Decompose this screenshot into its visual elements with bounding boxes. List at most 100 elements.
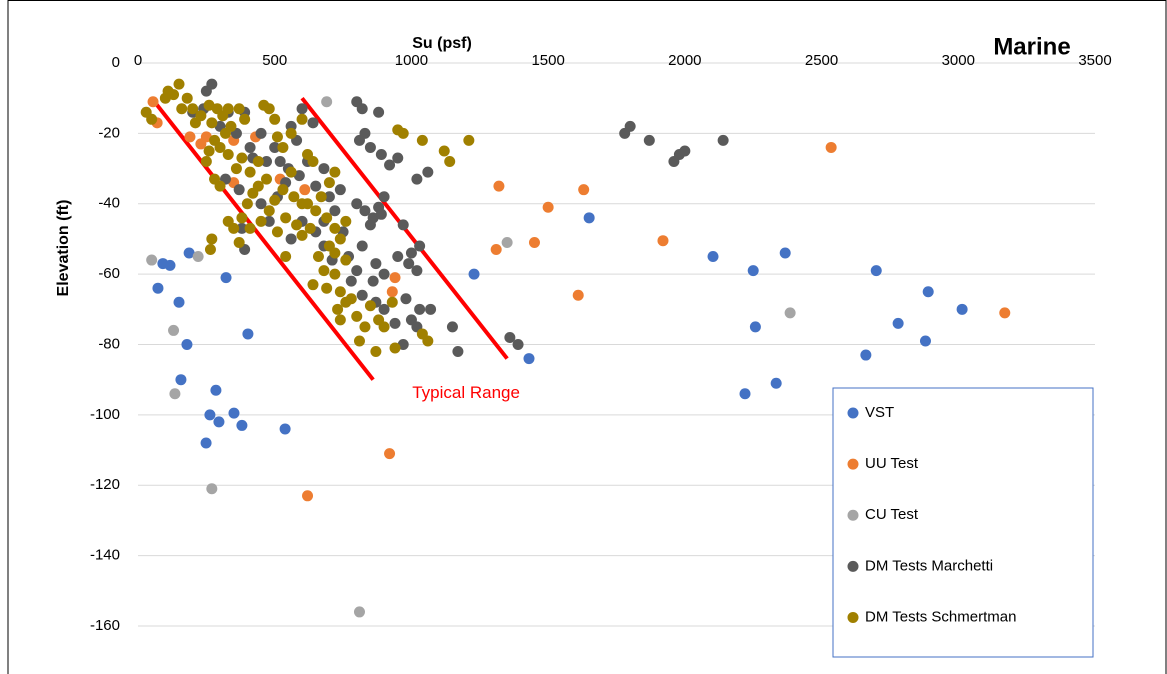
point [770, 377, 782, 389]
point [206, 78, 218, 90]
point [367, 275, 379, 287]
point [504, 331, 516, 343]
point [169, 388, 181, 400]
point [334, 314, 346, 326]
x-tick-label: 3500 [1078, 52, 1111, 69]
point [956, 303, 968, 315]
point [501, 236, 513, 248]
point [318, 265, 330, 277]
point [288, 191, 300, 203]
point [263, 205, 275, 217]
point [236, 152, 248, 164]
point [220, 272, 232, 284]
point [400, 293, 412, 305]
point [310, 205, 322, 217]
point [252, 156, 264, 168]
point [351, 265, 363, 277]
point [463, 134, 475, 146]
point [261, 173, 273, 185]
point [296, 198, 308, 210]
point [277, 184, 289, 196]
point [244, 222, 256, 234]
point [512, 339, 524, 350]
point [860, 349, 872, 361]
point [175, 374, 187, 386]
point [411, 173, 423, 185]
point [164, 259, 176, 271]
point [299, 184, 311, 196]
y-tick-label: 0 [112, 54, 120, 71]
point [329, 205, 341, 217]
point [356, 103, 368, 115]
point [321, 282, 333, 294]
point [181, 339, 193, 350]
point [892, 317, 904, 329]
point [397, 127, 409, 139]
point [389, 317, 401, 329]
point [334, 184, 346, 196]
point [203, 99, 215, 111]
point [296, 229, 308, 241]
point [244, 141, 256, 153]
point [277, 141, 289, 153]
point [255, 198, 267, 210]
point [200, 156, 212, 168]
point [364, 219, 376, 231]
point [239, 113, 251, 125]
point [392, 152, 404, 164]
point [236, 419, 248, 431]
point [206, 117, 218, 129]
point [280, 212, 292, 224]
legend-marker [847, 407, 859, 419]
point [323, 177, 335, 189]
point [351, 198, 363, 210]
point [213, 416, 225, 428]
point [307, 279, 319, 291]
point [291, 219, 303, 231]
point [999, 307, 1011, 319]
point [200, 131, 212, 143]
annotation-text: Typical Range [412, 383, 520, 402]
point [323, 191, 335, 203]
point [334, 286, 346, 298]
point [233, 236, 245, 248]
point [146, 113, 158, 125]
point [870, 265, 882, 277]
point [310, 180, 322, 192]
point [315, 191, 327, 203]
point [438, 145, 450, 157]
point [176, 103, 188, 115]
point [386, 296, 398, 308]
point [384, 448, 396, 460]
point [386, 286, 398, 298]
point [230, 163, 242, 175]
point [269, 141, 281, 153]
point [210, 384, 222, 396]
point [370, 258, 382, 270]
point [280, 251, 292, 263]
point [269, 194, 281, 206]
point [624, 120, 636, 132]
point [321, 96, 333, 108]
point [321, 212, 333, 224]
legend-label: DM Tests Schmertman [865, 608, 1016, 625]
legend-label: DM Tests Marchetti [865, 557, 993, 574]
point [329, 247, 341, 259]
point [146, 254, 158, 266]
y-tick-label: -40 [98, 195, 120, 212]
point [222, 103, 234, 115]
point [375, 148, 387, 160]
point [717, 134, 729, 146]
legend-marker [847, 560, 859, 572]
point [679, 145, 691, 157]
point [222, 148, 234, 160]
point [184, 131, 196, 143]
point [345, 275, 357, 287]
point [825, 141, 837, 153]
point [405, 247, 417, 259]
y-tick-label: -120 [90, 476, 120, 493]
point [168, 324, 180, 336]
point [204, 243, 216, 255]
point [233, 103, 245, 115]
point [384, 159, 396, 171]
